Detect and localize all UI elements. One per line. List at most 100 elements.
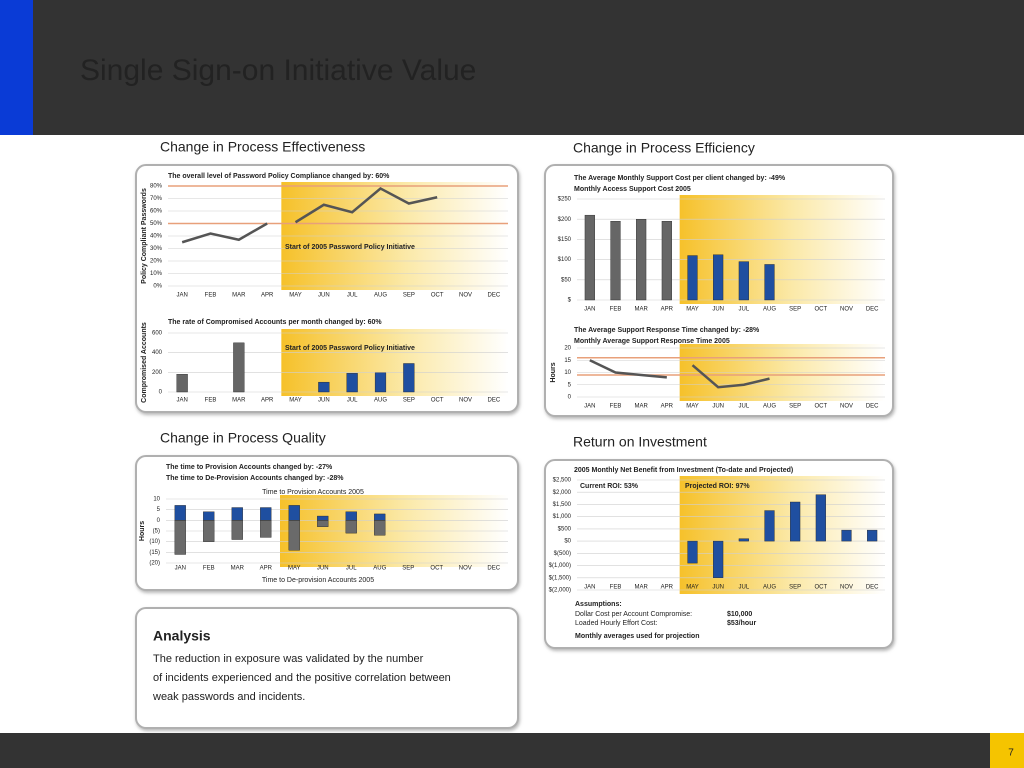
bar [345,520,357,534]
chart-subtitle: Monthly Access Support Cost 2005 [574,186,691,193]
x-tick-label: DEC [866,585,879,591]
bar [713,254,724,301]
x-tick-label: NOV [840,404,853,410]
x-tick-label: JAN [584,404,595,410]
x-tick-label: DEC [487,566,500,572]
bar [374,520,386,536]
x-tick-label: JAN [584,585,595,591]
line [181,222,268,244]
assumption-label: Dollar Cost per Account Compromise: [575,611,692,618]
y-tick-label: 600 [152,331,163,337]
header-accent [0,0,33,135]
x-tick-label: OCT [431,293,444,299]
assumption-value: $10,000 [727,611,752,618]
x-tick-label: JUL [738,585,749,591]
y-tick-label: $(1,500) [549,575,571,581]
annotation: Start of 2005 Password Policy Initiative [285,244,415,251]
x-tick-label: OCT [430,566,443,572]
bar [260,520,272,538]
bar [203,520,215,542]
bar [174,505,186,521]
bar [317,515,329,521]
x-tick-label: NOV [459,398,472,404]
x-tick-label: JAN [584,307,595,313]
x-tick-label: MAY [288,566,301,572]
x-tick-label: JAN [176,293,187,299]
x-tick-label: FEB [205,398,217,404]
bar [764,510,775,542]
y-axis-label: Policy Compliant Passwords [141,188,148,284]
panel [135,607,519,729]
y-tick-label: (20) [149,561,160,567]
x-tick-label: FEB [205,293,217,299]
line [294,187,438,224]
x-tick-label: JUN [712,307,724,313]
y-tick-label: $(2,000) [549,588,571,594]
x-tick-label: MAR [634,404,648,410]
footer-band [0,733,1024,768]
y-tick-label: $100 [558,257,572,263]
x-tick-label: AUG [763,307,776,313]
y-tick-label: $0 [564,539,571,545]
x-tick-label: MAY [289,398,302,404]
chart-title: The time to Provision Accounts changed b… [166,464,333,471]
x-tick-label: SEP [789,307,801,313]
x-tick-label: OCT [814,585,827,591]
section-heading: Return on Investment [573,434,707,450]
x-tick-label: APR [261,398,274,404]
bar [636,218,647,301]
bar [203,511,215,521]
y-tick-label: 0 [157,518,161,524]
bar [687,540,698,564]
y-tick-label: 50% [150,221,163,227]
x-tick-label: APR [661,307,674,313]
bar [790,501,801,542]
y-tick-label: 40% [150,234,163,240]
bar [260,507,272,521]
assumptions-title: Assumptions: [575,601,622,608]
annotation: Start of 2005 Password Policy Initiative [285,345,415,352]
bar [374,372,387,393]
x-tick-label: FEB [610,307,622,313]
x-tick-label: DEC [866,404,879,410]
assumptions-note: Monthly averages used for projection [575,633,699,640]
x-tick-label: MAY [686,307,699,313]
y-tick-label: 20 [564,346,571,352]
page-number-box [990,733,1024,768]
x-tick-label: MAR [232,293,246,299]
x-tick-label: JUN [317,566,329,572]
x-tick-label: JAN [176,398,187,404]
x-tick-label: JUL [347,293,358,299]
bar [231,520,243,540]
y-tick-label: 70% [150,196,163,202]
y-tick-label: $150 [558,237,572,243]
y-tick-label: 15 [564,358,571,364]
bar [815,494,826,542]
chart-subtitle: Monthly Average Support Response Time 20… [574,338,730,345]
y-tick-label: $200 [558,217,572,223]
bar [867,529,878,542]
bar [231,507,243,521]
x-tick-label: SEP [402,566,414,572]
assumption-label: Loaded Hourly Effort Cost: [575,620,657,627]
y-tick-label: 5 [157,507,161,513]
annotation: Projected ROI: 97% [685,483,750,490]
bar [584,214,595,301]
highlight-region [281,329,508,396]
assumption-value: $53/hour [727,620,756,627]
page-number: 7 [1008,748,1014,759]
x-tick-label: FEB [610,585,622,591]
x-tick-label: AUG [763,404,776,410]
bar [176,374,188,393]
y-tick-label: $ [568,298,572,304]
y-tick-label: 0 [159,390,163,396]
chart-title: The rate of Compromised Accounts per mon… [168,319,382,326]
y-tick-label: 10 [153,497,160,503]
x-tick-label: SEP [789,404,801,410]
y-axis-label: Compromised Accounts [141,322,148,403]
series-label: Time to De-provision Accounts 2005 [262,577,374,584]
x-tick-label: OCT [814,307,827,313]
header-band [0,0,1024,135]
analysis-title: Analysis [153,628,211,644]
x-tick-label: MAY [686,585,699,591]
